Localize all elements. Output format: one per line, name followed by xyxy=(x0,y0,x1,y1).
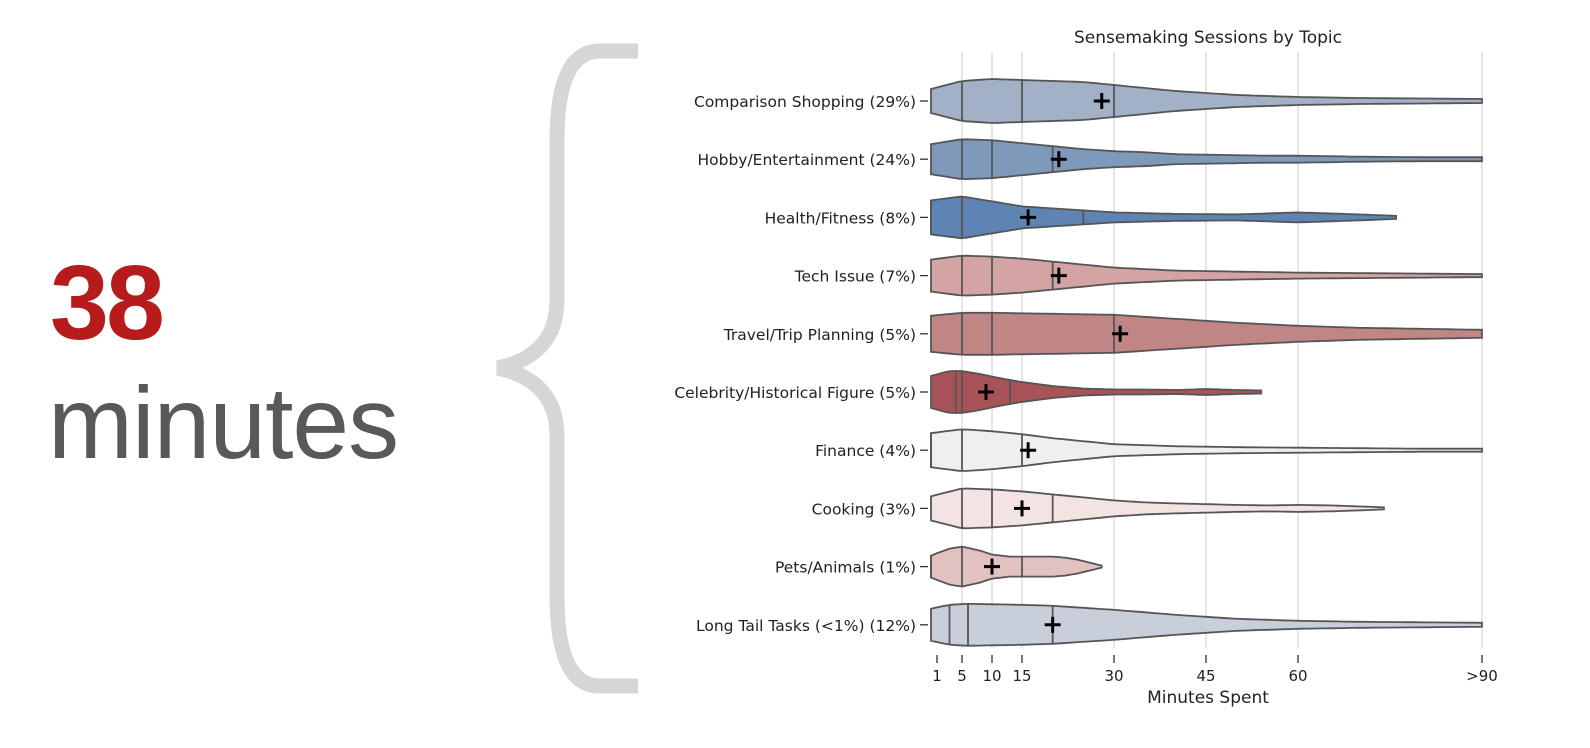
category-label: Finance (4%) xyxy=(815,442,916,460)
violin-body xyxy=(930,311,1483,356)
violin-body xyxy=(930,603,1483,647)
category-label: Travel/Trip Planning (5%) xyxy=(723,326,916,344)
headline-number: 38 xyxy=(50,244,165,362)
category-label: Cooking (3%) xyxy=(812,500,916,518)
category-label: Long Tail Tasks (<1%) (12%) xyxy=(696,617,916,635)
x-axis-label: Minutes Spent xyxy=(1147,688,1269,708)
x-tick-label: 15 xyxy=(1012,667,1031,685)
curly-brace xyxy=(496,43,638,694)
violin-body xyxy=(930,487,1385,530)
category-label: Tech Issue (7%) xyxy=(794,268,916,286)
violin-body xyxy=(930,545,1103,588)
x-tick-label: 60 xyxy=(1288,667,1307,685)
x-tick-label: 10 xyxy=(982,667,1001,685)
violin-body xyxy=(930,254,1483,297)
headline-unit: minutes xyxy=(48,366,399,480)
category-label: Pets/Animals (1%) xyxy=(775,559,916,577)
category-label: Health/Fitness (8%) xyxy=(765,209,916,227)
x-tick-label: 45 xyxy=(1196,667,1215,685)
category-label: Hobby/Entertainment (24%) xyxy=(697,151,916,169)
x-axis: 1 5 10 15 30 45 60 >90 xyxy=(932,655,1498,685)
x-tick-label: >90 xyxy=(1466,667,1498,685)
category-label: Celebrity/Historical Figure (5%) xyxy=(674,384,916,402)
violin-body xyxy=(930,138,1483,181)
x-tick-label: 1 xyxy=(932,667,942,685)
violin-body xyxy=(930,195,1397,240)
category-label: Comparison Shopping (29%) xyxy=(694,93,916,111)
chart-title: Sensemaking Sessions by Topic xyxy=(1074,28,1342,48)
brace-path xyxy=(496,43,638,694)
violin-body xyxy=(930,78,1483,124)
violin-body xyxy=(930,370,1263,414)
violins xyxy=(930,78,1483,647)
category-labels: Comparison Shopping (29%) Hobby/Entertain… xyxy=(674,93,928,635)
x-tick-label: 30 xyxy=(1104,667,1123,685)
violin-body xyxy=(930,428,1483,472)
x-tick-label: 5 xyxy=(957,667,967,685)
